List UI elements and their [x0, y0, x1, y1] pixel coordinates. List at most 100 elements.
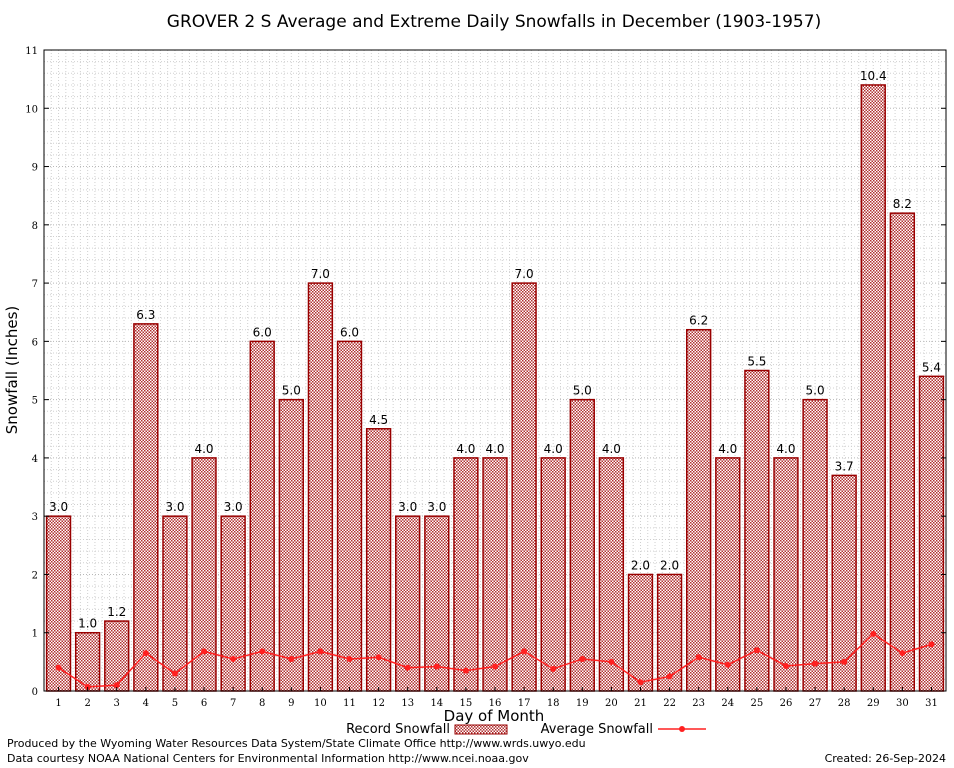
footer-produced-by: Produced by the Wyoming Water Resources … — [7, 737, 586, 750]
legend-record-swatch — [454, 724, 508, 735]
x-ticks-group: 1 2 3 4 5 6 7 8 9 10 11 12 13 14 15 16 17 18 19 20 21 22 23 24 2… — [55, 687, 938, 709]
average-point-day-6 — [201, 648, 208, 655]
average-line-group — [55, 630, 935, 690]
average-point-day-24 — [724, 661, 731, 668]
y-tick-label: 1 — [32, 629, 38, 640]
y-ticks-group: 0 1 2 3 4 5 6 7 8 9 10 11 — [25, 46, 946, 698]
average-point-day-5 — [171, 670, 178, 677]
bar-record-day-26 — [773, 457, 799, 692]
x-tick-label: 18 — [547, 698, 560, 709]
x-tick-label: 5 — [172, 698, 178, 709]
x-tick-label: 4 — [143, 698, 149, 709]
data-label-day-29: 10.4 — [860, 69, 887, 83]
bar-record-day-6 — [191, 457, 217, 692]
bar-record-day-17 — [511, 282, 537, 692]
x-tick-label: 30 — [896, 698, 909, 709]
y-tick-label: 2 — [32, 570, 38, 581]
x-tick-label: 25 — [751, 698, 764, 709]
x-tick-label: 7 — [230, 698, 236, 709]
legend: Record Snowfall Average Snowfall — [346, 722, 706, 737]
data-label-day-18: 4.0 — [544, 442, 563, 456]
y-tick-label: 3 — [32, 512, 38, 523]
y-tick-label: 6 — [32, 337, 38, 348]
average-point-day-1 — [55, 664, 62, 671]
bar-record-day-27 — [802, 398, 828, 692]
average-point-day-4 — [142, 650, 149, 657]
y-tick-label: 9 — [32, 163, 38, 174]
y-tick-label: 4 — [32, 454, 38, 465]
data-label-day-1: 3.0 — [49, 500, 68, 514]
average-point-day-30 — [899, 650, 906, 657]
x-tick-label: 31 — [925, 698, 938, 709]
bar-record-day-15 — [453, 457, 479, 692]
bar-record-day-30 — [889, 212, 916, 692]
average-point-day-18 — [550, 665, 557, 672]
average-point-day-19 — [579, 655, 586, 662]
average-point-day-28 — [841, 658, 848, 665]
x-tick-label: 11 — [343, 698, 356, 709]
x-tick-label: 12 — [372, 698, 385, 709]
bar-record-day-4 — [133, 323, 159, 692]
x-tick-label: 22 — [663, 698, 676, 709]
data-label-day-11: 6.0 — [340, 325, 359, 339]
footer-created-date: Created: 26-Sep-2024 — [825, 752, 946, 765]
data-label-day-5: 3.0 — [165, 500, 184, 514]
data-label-day-14: 3.0 — [427, 500, 446, 514]
x-tick-label: 26 — [780, 698, 793, 709]
data-label-day-31: 5.4 — [922, 360, 941, 374]
average-point-day-12 — [375, 654, 382, 661]
data-label-day-30: 8.2 — [893, 197, 912, 211]
x-tick-label: 29 — [867, 698, 880, 709]
x-axis-label: Day of Month — [444, 707, 545, 725]
data-label-day-8: 6.0 — [253, 325, 272, 339]
average-point-day-11 — [346, 655, 353, 662]
bar-record-day-9 — [278, 398, 305, 692]
average-point-day-15 — [462, 667, 469, 674]
average-point-day-9 — [288, 655, 295, 662]
bar-record-day-11 — [336, 340, 363, 692]
data-label-day-23: 6.2 — [689, 314, 708, 328]
y-tick-label: 8 — [32, 221, 38, 232]
average-point-day-10 — [317, 648, 324, 655]
x-tick-label: 28 — [838, 698, 851, 709]
x-tick-label: 19 — [576, 698, 589, 709]
y-tick-label: 0 — [32, 687, 38, 698]
average-point-day-23 — [695, 654, 702, 661]
bar-record-day-10 — [307, 282, 334, 692]
plot-frame — [43, 49, 947, 692]
x-tick-label: 21 — [634, 698, 647, 709]
bar-record-day-23 — [685, 328, 712, 692]
average-point-day-16 — [492, 663, 498, 670]
data-label-day-2: 1.0 — [78, 617, 97, 631]
x-tick-label: 8 — [259, 698, 265, 709]
data-label-day-4: 6.3 — [136, 308, 155, 322]
y-tick-label: 10 — [25, 104, 38, 115]
average-point-day-22 — [666, 673, 673, 680]
data-label-day-25: 5.5 — [747, 355, 766, 369]
average-point-day-29 — [870, 630, 877, 637]
x-tick-label: 23 — [692, 698, 705, 709]
average-point-day-17 — [521, 648, 528, 655]
bars-group — [45, 84, 945, 692]
bar-record-day-21 — [627, 573, 654, 692]
data-label-day-6: 4.0 — [194, 442, 213, 456]
bar-record-day-19 — [569, 398, 595, 692]
data-label-day-12: 4.5 — [369, 413, 388, 427]
data-label-day-3: 1.2 — [107, 605, 126, 619]
legend-record-label: Record Snowfall — [346, 722, 450, 737]
average-point-day-2 — [84, 683, 91, 690]
data-label-day-17: 7.0 — [515, 267, 534, 281]
bar-record-day-7 — [220, 515, 246, 692]
x-tick-label: 1 — [55, 698, 61, 709]
x-tick-label: 17 — [518, 698, 531, 709]
average-point-day-21 — [637, 679, 644, 686]
bar-record-day-3 — [104, 620, 130, 692]
bar-record-day-28 — [831, 474, 857, 692]
y-tick-label: 5 — [32, 396, 38, 407]
footer-data-courtesy: Data courtesy NOAA National Centers for … — [7, 752, 529, 765]
data-label-day-16: 4.0 — [485, 442, 504, 456]
bar-record-day-18 — [540, 457, 566, 692]
bar-record-day-12 — [365, 428, 392, 692]
average-point-day-7 — [230, 655, 237, 662]
